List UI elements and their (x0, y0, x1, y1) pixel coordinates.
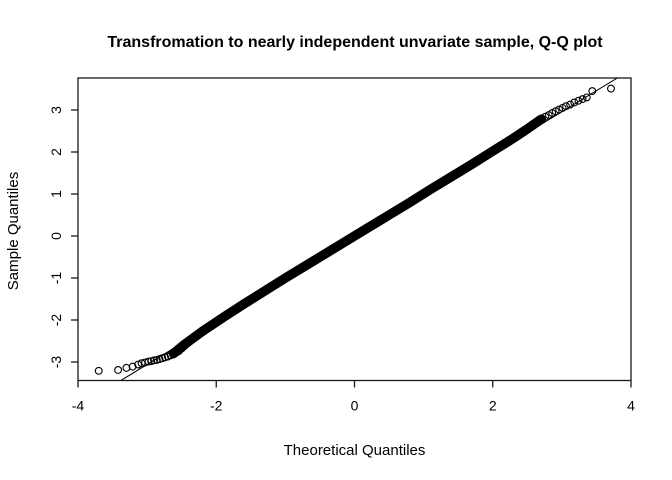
data-point (521, 125, 530, 134)
data-point (180, 342, 189, 350)
data-point (578, 95, 587, 104)
data-point (570, 98, 579, 107)
data-point (509, 133, 518, 142)
data-point (174, 347, 183, 356)
data-point (134, 360, 143, 369)
data-point (582, 93, 591, 102)
data-point (492, 143, 501, 152)
x-tick-label: -2 (210, 398, 223, 414)
data-point (607, 84, 615, 93)
data-point (566, 100, 575, 109)
plot-box (77, 77, 632, 382)
data-point (562, 102, 570, 111)
data-point (574, 96, 583, 105)
y-tick-label: 1 (48, 190, 64, 198)
x-axis-label: Theoretical Quantiles (284, 442, 426, 459)
data-point (530, 119, 539, 128)
x-tick-label: 4 (627, 398, 635, 414)
x-tick-label: 0 (351, 398, 359, 414)
y-tick-label: 0 (48, 232, 64, 240)
x-tick-label: 2 (489, 398, 497, 414)
y-axis-label: Sample Quantiles (5, 172, 22, 290)
data-point (128, 362, 137, 371)
data-point (150, 356, 158, 365)
x-tick-label: -4 (72, 398, 85, 414)
data-point (208, 320, 217, 329)
dense-band-polyline (168, 114, 546, 359)
data-points (94, 84, 615, 375)
data-point (513, 130, 522, 139)
data-point (501, 138, 510, 147)
data-point (588, 87, 597, 96)
x-axis: -4 -2 0 2 4 (72, 380, 635, 414)
y-tick-label: 2 (48, 148, 64, 156)
data-point (94, 366, 103, 375)
data-point (114, 366, 123, 374)
data-point (122, 363, 131, 372)
y-tick-label: -3 (48, 356, 64, 369)
y-axis: -3 -2 -1 0 1 2 3 (48, 106, 78, 368)
dense-point-band (168, 114, 546, 359)
data-point (497, 141, 505, 150)
y-tick-label: 3 (48, 106, 64, 114)
y-tick-label: -1 (48, 272, 64, 285)
data-point (177, 344, 186, 353)
y-tick-label: -2 (48, 314, 64, 327)
chart-title: Transfromation to nearly independent unv… (107, 34, 603, 51)
data-point (144, 357, 153, 366)
